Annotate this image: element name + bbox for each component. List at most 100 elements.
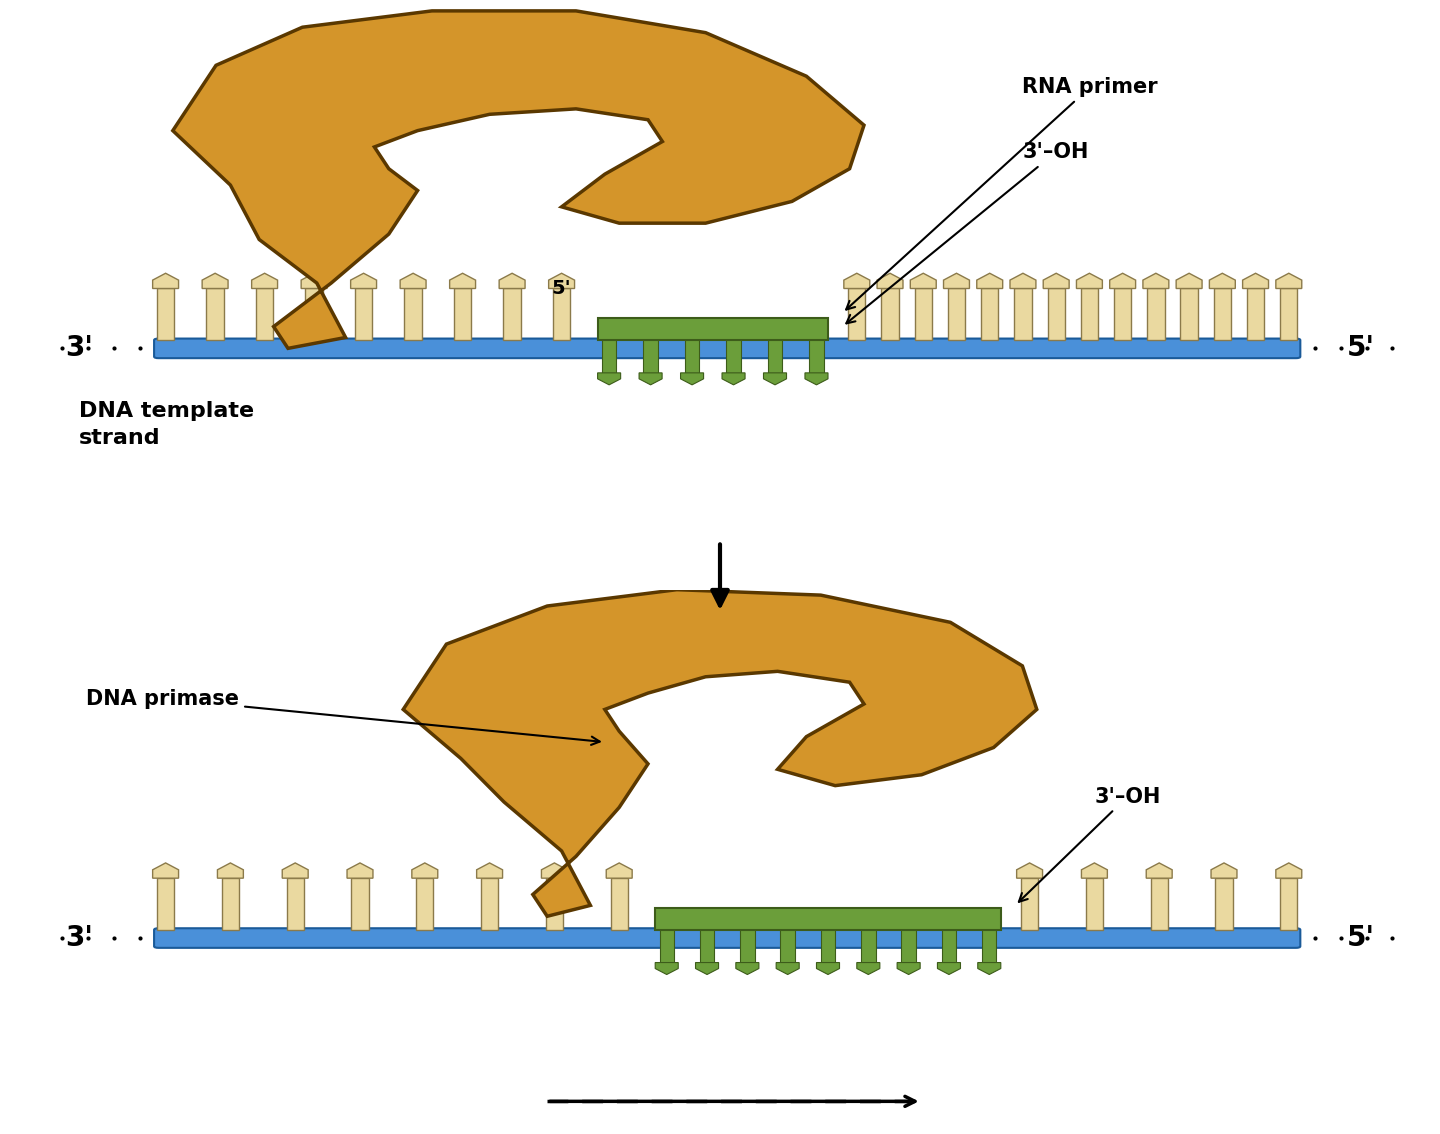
Polygon shape [403, 590, 1037, 916]
FancyBboxPatch shape [1181, 288, 1198, 340]
Polygon shape [412, 863, 438, 878]
FancyBboxPatch shape [222, 878, 239, 930]
Text: 3'–OH: 3'–OH [847, 143, 1089, 323]
FancyBboxPatch shape [305, 288, 323, 340]
Polygon shape [598, 373, 621, 384]
Polygon shape [1143, 273, 1169, 288]
Text: 3': 3' [65, 924, 94, 953]
FancyBboxPatch shape [780, 930, 795, 963]
FancyBboxPatch shape [881, 288, 899, 340]
FancyBboxPatch shape [740, 930, 755, 963]
Polygon shape [1110, 273, 1136, 288]
Text: 5': 5' [1346, 335, 1375, 363]
FancyBboxPatch shape [948, 288, 965, 340]
FancyBboxPatch shape [1081, 288, 1099, 340]
FancyBboxPatch shape [1214, 288, 1231, 340]
Polygon shape [943, 273, 969, 288]
FancyBboxPatch shape [644, 340, 658, 373]
Polygon shape [1077, 273, 1103, 288]
FancyBboxPatch shape [861, 930, 876, 963]
FancyBboxPatch shape [287, 878, 304, 930]
FancyBboxPatch shape [809, 340, 824, 373]
FancyBboxPatch shape [655, 908, 1001, 930]
FancyBboxPatch shape [685, 340, 700, 373]
FancyBboxPatch shape [768, 340, 782, 373]
FancyBboxPatch shape [1280, 288, 1297, 340]
FancyBboxPatch shape [351, 878, 369, 930]
FancyBboxPatch shape [981, 288, 998, 340]
Polygon shape [844, 273, 870, 288]
Polygon shape [217, 863, 243, 878]
Polygon shape [696, 963, 719, 974]
FancyBboxPatch shape [481, 878, 498, 930]
Polygon shape [351, 273, 377, 288]
Polygon shape [976, 273, 1002, 288]
FancyBboxPatch shape [454, 288, 471, 340]
Polygon shape [857, 963, 880, 974]
FancyBboxPatch shape [154, 339, 1300, 358]
FancyBboxPatch shape [602, 340, 616, 373]
Polygon shape [776, 963, 799, 974]
Polygon shape [1243, 273, 1269, 288]
FancyBboxPatch shape [1280, 878, 1297, 930]
Text: 3'–OH: 3'–OH [1020, 787, 1161, 902]
FancyBboxPatch shape [821, 930, 835, 963]
Polygon shape [978, 963, 1001, 974]
FancyBboxPatch shape [901, 930, 916, 963]
FancyBboxPatch shape [700, 930, 714, 963]
Polygon shape [449, 273, 475, 288]
FancyBboxPatch shape [157, 878, 174, 930]
Polygon shape [1276, 863, 1302, 878]
FancyBboxPatch shape [154, 929, 1300, 948]
Polygon shape [202, 273, 228, 288]
Polygon shape [937, 963, 960, 974]
FancyBboxPatch shape [1151, 878, 1168, 930]
Polygon shape [347, 863, 373, 878]
FancyBboxPatch shape [1086, 878, 1103, 930]
FancyBboxPatch shape [504, 288, 521, 340]
FancyBboxPatch shape [1115, 288, 1132, 340]
Polygon shape [606, 863, 632, 878]
FancyBboxPatch shape [982, 930, 996, 963]
Text: DNA template
strand: DNA template strand [79, 401, 255, 448]
Polygon shape [1146, 863, 1172, 878]
Text: 3': 3' [65, 335, 94, 363]
Polygon shape [877, 273, 903, 288]
FancyBboxPatch shape [1047, 288, 1064, 340]
FancyBboxPatch shape [598, 319, 828, 340]
Text: DNA primase: DNA primase [86, 688, 599, 745]
Text: 5': 5' [552, 279, 572, 298]
Polygon shape [655, 963, 678, 974]
Polygon shape [639, 373, 662, 384]
Polygon shape [1276, 273, 1302, 288]
FancyBboxPatch shape [660, 930, 674, 963]
FancyBboxPatch shape [914, 288, 932, 340]
Polygon shape [173, 11, 864, 348]
Polygon shape [816, 963, 840, 974]
Polygon shape [1043, 273, 1068, 288]
Polygon shape [500, 273, 526, 288]
Polygon shape [1211, 863, 1237, 878]
FancyBboxPatch shape [157, 288, 174, 340]
Polygon shape [477, 863, 503, 878]
Polygon shape [1210, 273, 1236, 288]
Polygon shape [1017, 863, 1043, 878]
Polygon shape [153, 863, 179, 878]
Text: 5': 5' [1346, 924, 1375, 953]
FancyBboxPatch shape [1247, 288, 1264, 340]
FancyBboxPatch shape [848, 288, 865, 340]
FancyBboxPatch shape [553, 288, 570, 340]
FancyBboxPatch shape [256, 288, 274, 340]
Polygon shape [1009, 273, 1035, 288]
Polygon shape [897, 963, 920, 974]
Polygon shape [400, 273, 426, 288]
FancyBboxPatch shape [206, 288, 223, 340]
FancyBboxPatch shape [1021, 878, 1038, 930]
FancyBboxPatch shape [405, 288, 422, 340]
Polygon shape [910, 273, 936, 288]
FancyBboxPatch shape [1215, 878, 1233, 930]
Polygon shape [721, 373, 744, 384]
FancyBboxPatch shape [1014, 288, 1031, 340]
Polygon shape [1081, 863, 1107, 878]
Polygon shape [763, 373, 786, 384]
